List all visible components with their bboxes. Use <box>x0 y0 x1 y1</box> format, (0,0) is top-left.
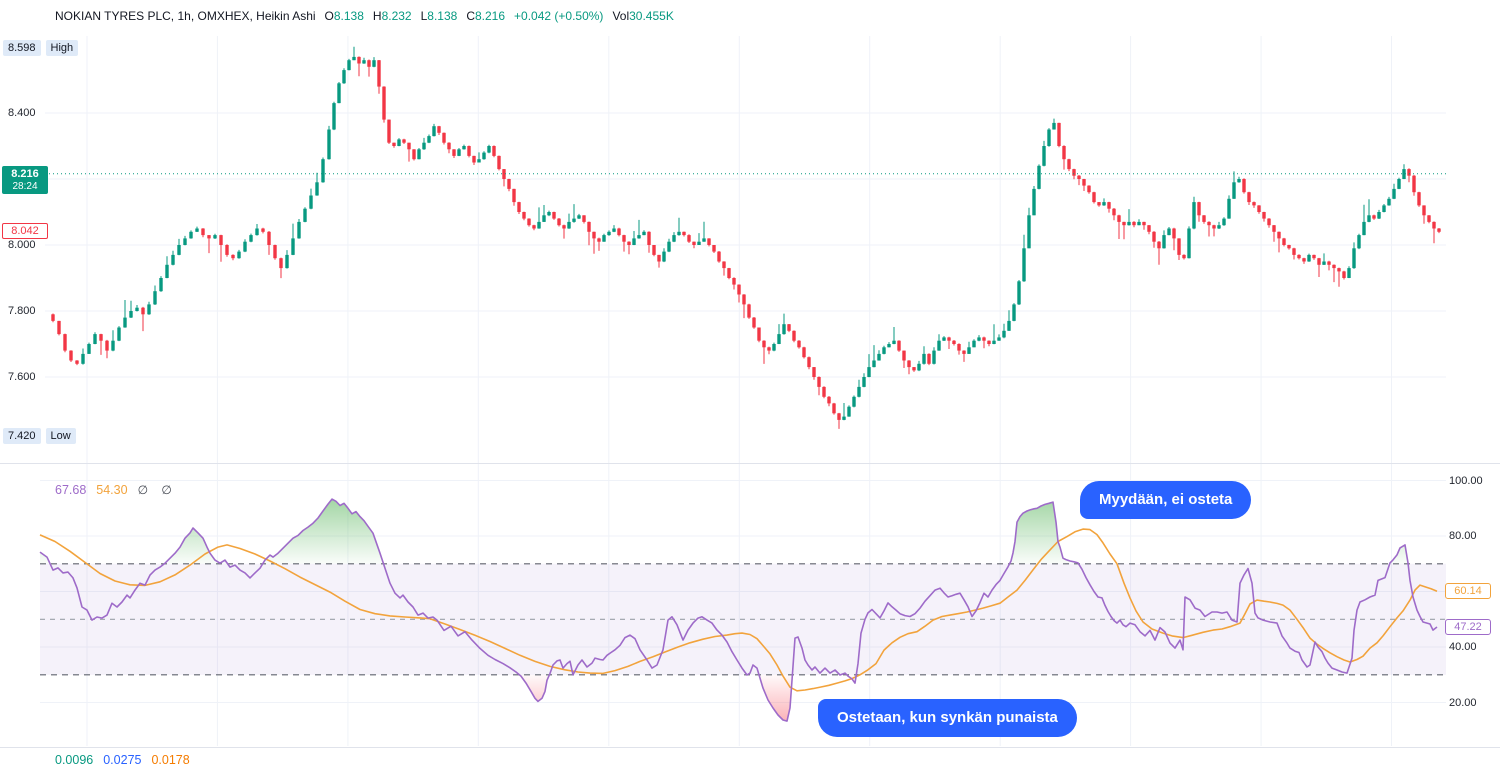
low-price-marker: 7.420 Low <box>3 428 76 444</box>
symbol-header: NOKIAN TYRES PLC, 1h, OMXHEX, Heikin Ash… <box>55 9 674 23</box>
value-tick: 20.00 <box>1449 697 1477 709</box>
low-value: L8.138 <box>420 9 458 23</box>
bottom-indicator-legend: 0.0096 0.0275 0.0178 <box>55 753 190 767</box>
volume-value: Vol30.455K <box>612 9 674 23</box>
bar-countdown: 28:24 <box>12 181 38 192</box>
last-price-value: 8.216 <box>11 168 39 180</box>
bottom-value-2: 0.0275 <box>103 753 142 767</box>
price-tick: 8.000 <box>8 239 36 251</box>
high-price-chip: 8.598 <box>3 40 41 56</box>
rsi-ma-value-badge: 60.14 <box>1445 583 1491 599</box>
bottom-value-3: 0.0178 <box>151 753 190 767</box>
alert-price-badge: 8.042 <box>2 223 48 239</box>
rsi-ma-legend-value: 54.30 <box>96 483 128 497</box>
indicator-legend: 67.68 54.30 ∅ ∅ <box>55 483 177 497</box>
high-price-marker: 8.598 High <box>3 40 79 56</box>
low-price-chip: 7.420 <box>3 428 41 444</box>
value-tick: 40.00 <box>1449 641 1477 653</box>
high-value: H8.232 <box>372 9 412 23</box>
price-tick: 8.400 <box>8 107 36 119</box>
open-value: O8.138 <box>324 9 364 23</box>
gridlines <box>40 36 1446 746</box>
low-label-chip: Low <box>45 428 76 444</box>
bottom-value-1: 0.0096 <box>55 753 94 767</box>
rsi-line <box>39 498 1438 722</box>
symbol-title[interactable]: NOKIAN TYRES PLC, 1h, OMXHEX, Heikin Ash… <box>55 9 316 23</box>
change-value: +0.042 (+0.50%) <box>514 9 604 23</box>
price-tick: 7.600 <box>8 371 36 383</box>
annotation-buy-callout[interactable]: Ostetaan, kun synkän punaista <box>818 699 1077 737</box>
close-value: C8.216 <box>466 9 506 23</box>
price-tick: 7.800 <box>8 305 36 317</box>
overbought-fill <box>40 499 1409 564</box>
annotation-sell-callout[interactable]: Myydään, ei osteta <box>1080 481 1252 519</box>
last-price-badge: 8.216 28:24 <box>2 166 48 194</box>
candles <box>51 46 1441 429</box>
rsi-ma-line <box>39 528 1438 692</box>
value-tick: 80.00 <box>1449 530 1477 542</box>
rsi-value-badge: 47.22 <box>1445 619 1491 635</box>
rsi-legend-value: 67.68 <box>55 483 87 497</box>
empty-set-icons: ∅ ∅ <box>137 483 177 497</box>
oversold-fill <box>519 674 857 722</box>
high-label-chip: High <box>45 40 79 56</box>
value-tick: 100.00 <box>1449 475 1483 487</box>
